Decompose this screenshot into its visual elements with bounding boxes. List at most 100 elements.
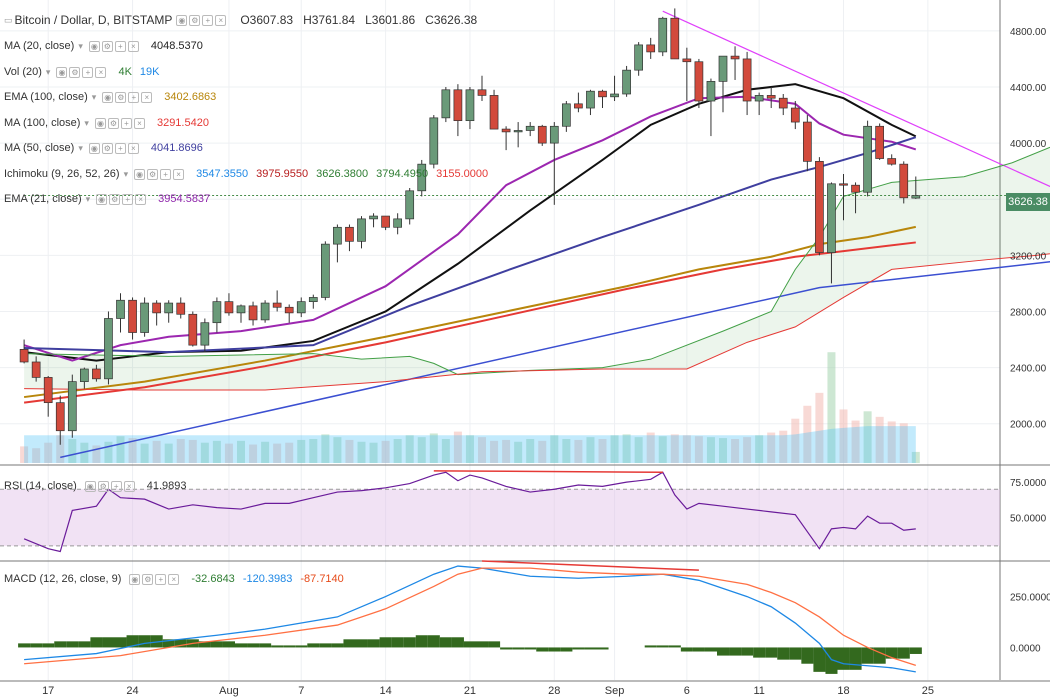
candle-body [851, 184, 860, 193]
chevron-down-icon[interactable]: ▾ [85, 194, 91, 204]
macd-histogram-bar [283, 645, 296, 648]
volume-bar [610, 435, 619, 463]
chevron-down-icon[interactable]: ▾ [84, 117, 89, 128]
indicator-value: 3794.4950 [376, 167, 429, 180]
indicator-name: MA (100, close) [4, 116, 81, 129]
macd-histogram-bar [897, 647, 910, 659]
macd-value-2: -120.3983 [242, 573, 293, 585]
series-ichimoku-leading-b [24, 253, 1050, 391]
legend-controls[interactable]: ◉ ⚙ + × [176, 15, 227, 26]
macd-histogram-bar [825, 647, 838, 674]
macd-legend: MACD (12, 26, close, 9) ◉ ⚙ + × -32.6843 -1… [4, 573, 344, 586]
macd-value-3: -87.7140 [300, 573, 344, 585]
macd-histogram-bar [150, 635, 163, 648]
volume-bar [465, 435, 474, 463]
candle-body [911, 195, 921, 199]
ohlc-open: O3607.83 [240, 13, 294, 27]
macd-histogram-bar [572, 647, 585, 650]
macd-histogram-bar [427, 635, 440, 648]
indicator-controls[interactable]: ◉ ⚙ + × [134, 168, 185, 180]
candle-body [140, 302, 149, 333]
volume-bar [538, 440, 547, 463]
macd-histogram-bar [391, 637, 404, 648]
price-tick-label: 4800.00 [1010, 27, 1047, 38]
candle-body [622, 69, 631, 95]
rsi-tick-label: 50.0000 [1010, 514, 1047, 525]
candle-body [586, 90, 595, 109]
chevron-down-icon[interactable]: ▾ [45, 66, 51, 77]
volume-bar [417, 437, 426, 463]
macd-histogram-bar [560, 647, 573, 652]
volume-bar [176, 439, 185, 463]
indicator-legend: MA (50, close) ▾ ◉ ⚙ + × 4041.8696 [4, 142, 203, 155]
chevron-down-icon[interactable]: ▾ [78, 143, 83, 153]
volume-bar [429, 433, 438, 463]
macd-histogram-bar [415, 635, 428, 648]
volume-bar [237, 440, 245, 463]
volume-bar [357, 441, 366, 463]
price-tick-label: 2400.00 [1010, 364, 1047, 375]
macd-histogram-bar [343, 639, 356, 648]
volume-bar [658, 436, 667, 463]
ohlc-low: L3601.86 [365, 13, 416, 27]
macd-histogram-bar [198, 641, 211, 648]
candle-body [561, 103, 571, 127]
macd-histogram-bar [536, 647, 549, 652]
macd-histogram-bar [439, 637, 452, 648]
macd-histogram-bar [54, 641, 67, 648]
chevron-down-icon[interactable]: ▾ [123, 168, 129, 179]
volume-bar [128, 438, 137, 463]
indicator-controls[interactable]: ◉ ⚙ + × [88, 41, 139, 52]
series-trendline-support [60, 261, 1050, 459]
macd-histogram-bar [78, 641, 91, 648]
candle-body [345, 226, 354, 242]
volume-bar [767, 432, 776, 463]
volume-bar [369, 442, 378, 463]
indicator-controls[interactable]: ◉ ⚙ + × [88, 143, 139, 154]
indicator-name: Ichimoku (9, 26, 52, 26) [4, 167, 120, 180]
candle-body [778, 97, 788, 109]
macd-tick-label: 250.0000 [1010, 593, 1050, 604]
volume-bar [56, 435, 65, 463]
indicator-controls[interactable]: ◉ ⚙ + × [102, 92, 153, 103]
candle-body [104, 318, 113, 380]
indicator-value: 3626.3800 [316, 167, 369, 180]
volume-ma-area [24, 426, 916, 463]
time-tick-label: Aug [219, 685, 239, 697]
volume-bar [92, 445, 101, 463]
symbol-title: Bitcoin / Dollar, D, BITSTAMP [14, 13, 173, 27]
volume-bar [899, 423, 908, 463]
macd-histogram-bar [729, 647, 742, 656]
volume-bar [224, 443, 233, 463]
volume-bar [743, 437, 752, 463]
volume-bar [285, 442, 294, 463]
candle-body [634, 44, 644, 71]
candle-body [453, 89, 463, 122]
volume-bar [80, 442, 89, 463]
volume-bar [140, 443, 149, 463]
macd-histogram-bar [355, 639, 368, 648]
macd-histogram-bar [18, 643, 31, 648]
collapse-caret-icon[interactable]: ▭ [4, 15, 13, 25]
indicator-legend: MA (100, close) ▾ ◉ ⚙ + × 3291.5420 [4, 117, 209, 130]
macd-histogram-bar [717, 647, 730, 656]
volume-bar [453, 431, 462, 463]
volume-bar [586, 437, 595, 463]
chevron-down-icon[interactable]: ▾ [78, 41, 83, 51]
chevron-down-icon[interactable]: ▾ [91, 92, 97, 102]
indicator-controls[interactable]: ◉ ⚙ + × [96, 194, 147, 205]
candle-body [417, 163, 427, 192]
macd-controls[interactable]: ◉ ⚙ + × [129, 574, 180, 585]
macd-histogram-bar [680, 647, 693, 652]
macd-histogram-bar [741, 647, 754, 656]
macd-histogram-bar [379, 637, 392, 648]
time-tick-label: 21 [464, 685, 476, 697]
volume-bar [815, 392, 824, 463]
indicator-controls[interactable]: ◉ ⚙ + × [94, 117, 145, 129]
rsi-controls[interactable]: ◉ ⚙ + × [84, 481, 135, 492]
indicator-value: 3291.5420 [156, 116, 209, 129]
indicator-controls[interactable]: ◉ ⚙ + × [56, 66, 107, 78]
symbol-legend: ▭ Bitcoin / Dollar, D, BITSTAMP ◉ ⚙ + × O36… [4, 14, 477, 27]
volume-bar [441, 439, 450, 463]
